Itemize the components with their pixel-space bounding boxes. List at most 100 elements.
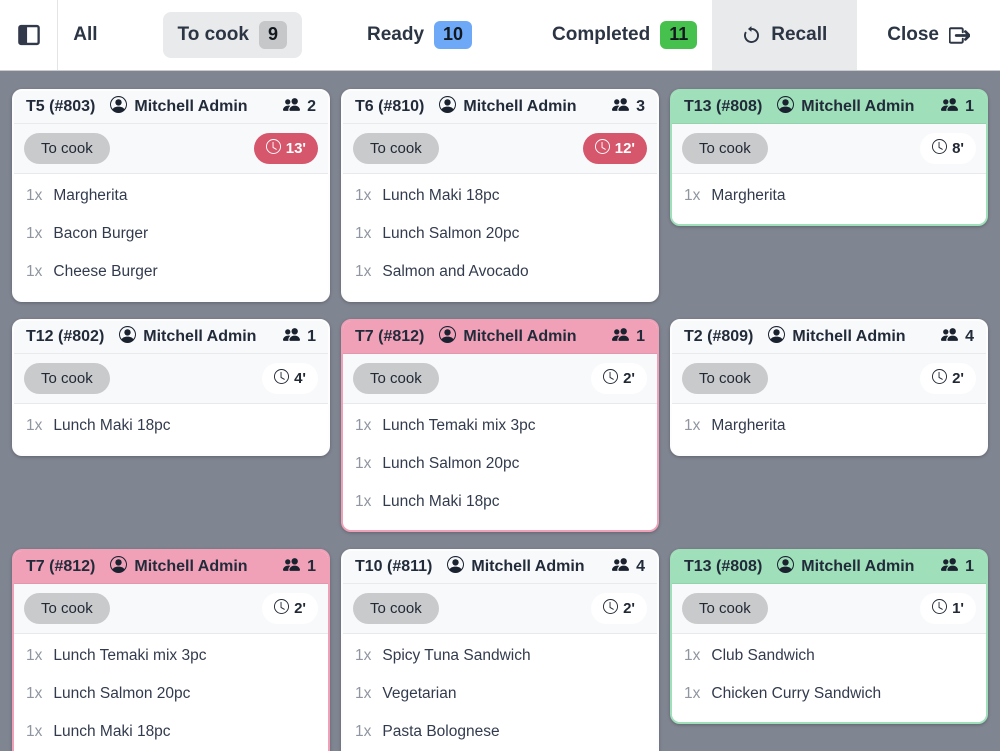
- user-name: Mitchell Admin: [143, 328, 257, 345]
- person-circle-icon: [439, 326, 457, 348]
- order-line[interactable]: 1x Lunch Temaki mix 3pc: [355, 407, 645, 445]
- guest-count-value: 4: [636, 558, 645, 575]
- order-card[interactable]: T7 (#812) Mitchell Admin 1: [12, 549, 330, 751]
- timer-value: 2': [294, 600, 306, 617]
- status-badge[interactable]: To cook: [682, 363, 768, 394]
- order-line[interactable]: 1x Lunch Maki 18pc: [26, 407, 316, 445]
- order-line[interactable]: 1x Vegetarian: [355, 675, 645, 713]
- guest-count-value: 2: [307, 98, 316, 115]
- order-line[interactable]: 1x Lunch Maki 18pc: [355, 483, 645, 521]
- status-badge[interactable]: To cook: [24, 363, 110, 394]
- order-line[interactable]: 1x Lunch Salmon 20pc: [26, 675, 316, 713]
- status-badge[interactable]: To cook: [353, 133, 439, 164]
- order-line[interactable]: 1x Cheese Burger: [26, 253, 316, 291]
- order-timer: 4': [262, 363, 318, 394]
- order-line[interactable]: 1x Chicken Curry Sandwich: [684, 675, 974, 713]
- order-line[interactable]: 1x Bacon Burger: [26, 215, 316, 253]
- order-line[interactable]: 1x Spicy Tuna Sandwich: [355, 637, 645, 675]
- timer-value: 2': [952, 370, 964, 387]
- guest-count-value: 4: [965, 328, 974, 345]
- guest-count-value: 1: [636, 328, 645, 345]
- order-card-header: T13 (#808) Mitchell Admin 1: [672, 91, 986, 124]
- guest-count: 3: [611, 96, 645, 118]
- line-quantity: 1x: [26, 723, 43, 740]
- order-line[interactable]: 1x Margherita: [684, 177, 974, 215]
- order-line[interactable]: 1x Margherita: [684, 407, 974, 445]
- order-card[interactable]: T12 (#802) Mitchell Admin 1: [12, 319, 330, 456]
- people-icon: [611, 556, 630, 578]
- status-badge[interactable]: To cook: [682, 593, 768, 624]
- person-circle-icon: [110, 556, 128, 578]
- recall-button[interactable]: Recall: [712, 0, 858, 70]
- sidebar-toggle-button[interactable]: [0, 0, 59, 70]
- status-badge[interactable]: To cook: [24, 593, 110, 624]
- table-label: T12 (#802): [26, 328, 105, 345]
- line-quantity: 1x: [355, 493, 372, 510]
- order-status-row: To cook 13': [14, 124, 328, 174]
- close-button[interactable]: Close: [857, 0, 1000, 70]
- order-card[interactable]: T13 (#808) Mitchell Admin 1: [670, 89, 988, 226]
- order-line[interactable]: 1x Margherita: [26, 177, 316, 215]
- order-card[interactable]: T2 (#809) Mitchell Admin 4: [670, 319, 988, 456]
- filter-completed[interactable]: Completed 11: [537, 12, 712, 58]
- line-quantity: 1x: [355, 417, 372, 434]
- guest-count: 4: [940, 326, 974, 348]
- order-user: Mitchell Admin: [447, 556, 585, 578]
- order-line[interactable]: 1x Lunch Temaki mix 3pc: [26, 637, 316, 675]
- guest-count: 1: [282, 556, 316, 578]
- people-icon: [282, 556, 301, 578]
- order-card[interactable]: T7 (#812) Mitchell Admin 1: [341, 319, 659, 532]
- order-card-header: T12 (#802) Mitchell Admin 1: [14, 321, 328, 354]
- status-badge[interactable]: To cook: [682, 133, 768, 164]
- user-name: Mitchell Admin: [463, 328, 577, 345]
- order-timer: 2': [920, 363, 976, 394]
- line-quantity: 1x: [684, 187, 701, 204]
- filter-label: All: [73, 24, 98, 45]
- order-line[interactable]: 1x Salmon and Avocado: [355, 253, 645, 291]
- recall-label: Recall: [771, 24, 828, 45]
- filter-to-cook[interactable]: To cook 9: [162, 12, 302, 58]
- line-product-name: Lunch Maki 18pc: [382, 187, 500, 204]
- line-product-name: Lunch Temaki mix 3pc: [53, 647, 207, 664]
- filter-ready[interactable]: Ready 10: [352, 12, 487, 58]
- people-icon: [282, 326, 301, 348]
- order-card-header: T7 (#812) Mitchell Admin 1: [343, 321, 657, 354]
- guest-count: 1: [611, 326, 645, 348]
- order-user: Mitchell Admin: [439, 96, 577, 118]
- order-line[interactable]: 1x Lunch Salmon 20pc: [355, 215, 645, 253]
- order-items: 1x Margherita: [672, 404, 986, 454]
- user-name: Mitchell Admin: [801, 98, 915, 115]
- line-product-name: Margherita: [711, 187, 786, 204]
- status-badge[interactable]: To cook: [353, 593, 439, 624]
- order-card-header: T6 (#810) Mitchell Admin 3: [343, 91, 657, 124]
- order-card[interactable]: T6 (#810) Mitchell Admin 3: [341, 89, 659, 302]
- filter-group: All To cook 9 Ready 10 Completed 11: [58, 0, 712, 70]
- order-card-header: T10 (#811) Mitchell Admin 4: [343, 551, 657, 584]
- line-product-name: Vegetarian: [382, 685, 457, 702]
- status-badge[interactable]: To cook: [353, 363, 439, 394]
- order-user: Mitchell Admin: [777, 96, 914, 118]
- line-quantity: 1x: [355, 647, 372, 664]
- order-timer: 2': [262, 593, 318, 624]
- status-badge[interactable]: To cook: [24, 133, 110, 164]
- order-line[interactable]: 1x Lunch Maki 18pc: [355, 177, 645, 215]
- order-user: Mitchell Admin: [119, 326, 256, 348]
- order-card[interactable]: T5 (#803) Mitchell Admin 2: [12, 89, 330, 302]
- order-card[interactable]: T10 (#811) Mitchell Admin 4: [341, 549, 659, 751]
- order-board: T5 (#803) Mitchell Admin 2: [0, 71, 1000, 751]
- table-label: T5 (#803): [26, 98, 96, 115]
- order-items: 1x Spicy Tuna Sandwich 1x Vegetarian 1x …: [343, 634, 657, 751]
- line-quantity: 1x: [26, 647, 43, 664]
- order-card[interactable]: T13 (#808) Mitchell Admin 1: [670, 549, 988, 724]
- filter-all[interactable]: All: [58, 15, 112, 55]
- person-circle-icon: [777, 96, 795, 118]
- user-name: Mitchell Admin: [463, 98, 577, 115]
- guest-count: 2: [282, 96, 316, 118]
- guest-count: 1: [940, 96, 974, 118]
- order-line[interactable]: 1x Pasta Bolognese: [355, 713, 645, 751]
- order-line[interactable]: 1x Club Sandwich: [684, 637, 974, 675]
- order-line[interactable]: 1x Lunch Maki 18pc: [26, 713, 316, 751]
- order-line[interactable]: 1x Lunch Salmon 20pc: [355, 445, 645, 483]
- order-status-row: To cook 8': [672, 124, 986, 174]
- people-icon: [282, 96, 301, 118]
